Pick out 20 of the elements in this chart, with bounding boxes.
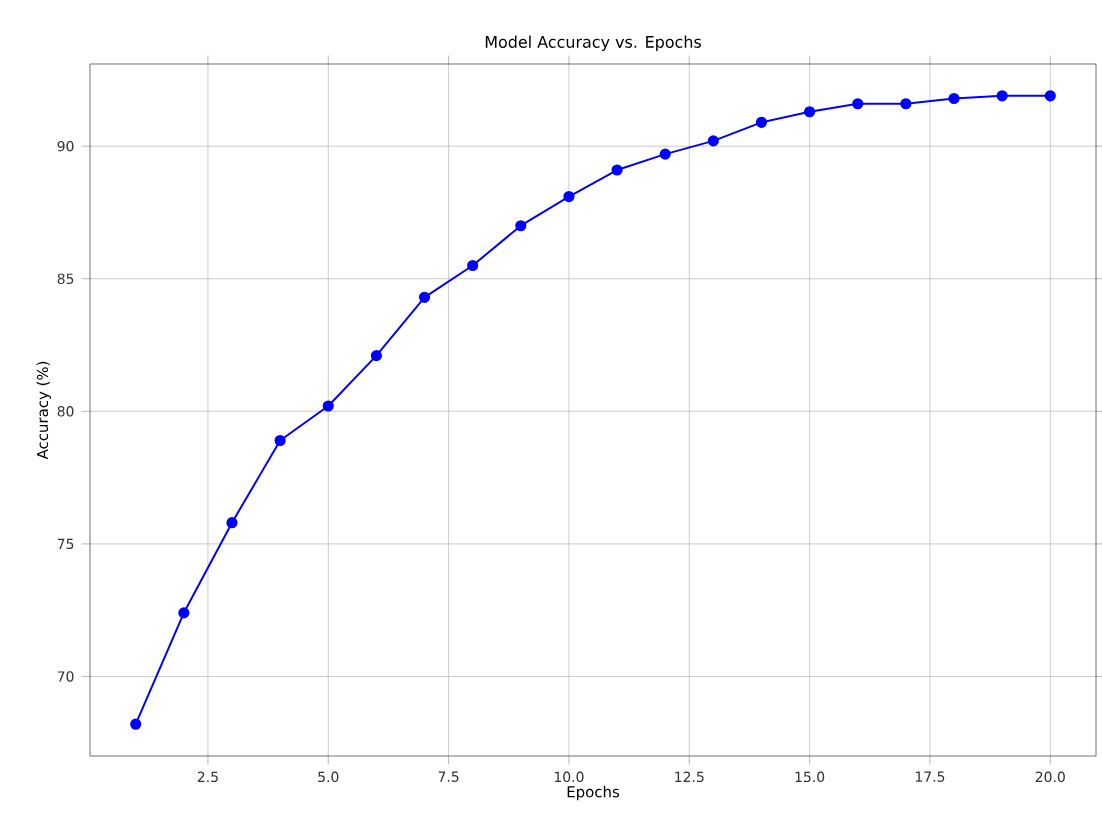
point: [900, 98, 912, 110]
point: [659, 148, 671, 160]
point: [322, 400, 334, 412]
point: [370, 350, 382, 362]
point: [1044, 90, 1056, 102]
point: [948, 92, 960, 105]
point: [130, 718, 142, 730]
point: [418, 291, 431, 303]
point: [226, 517, 238, 529]
point: [852, 98, 864, 110]
point: [804, 106, 816, 118]
point: [563, 190, 575, 203]
point: [515, 220, 527, 232]
point: [707, 135, 719, 147]
point: [178, 607, 190, 619]
point: [611, 164, 623, 176]
point: [996, 90, 1008, 102]
point: [755, 116, 768, 128]
point: [467, 259, 479, 272]
point: [274, 434, 286, 447]
